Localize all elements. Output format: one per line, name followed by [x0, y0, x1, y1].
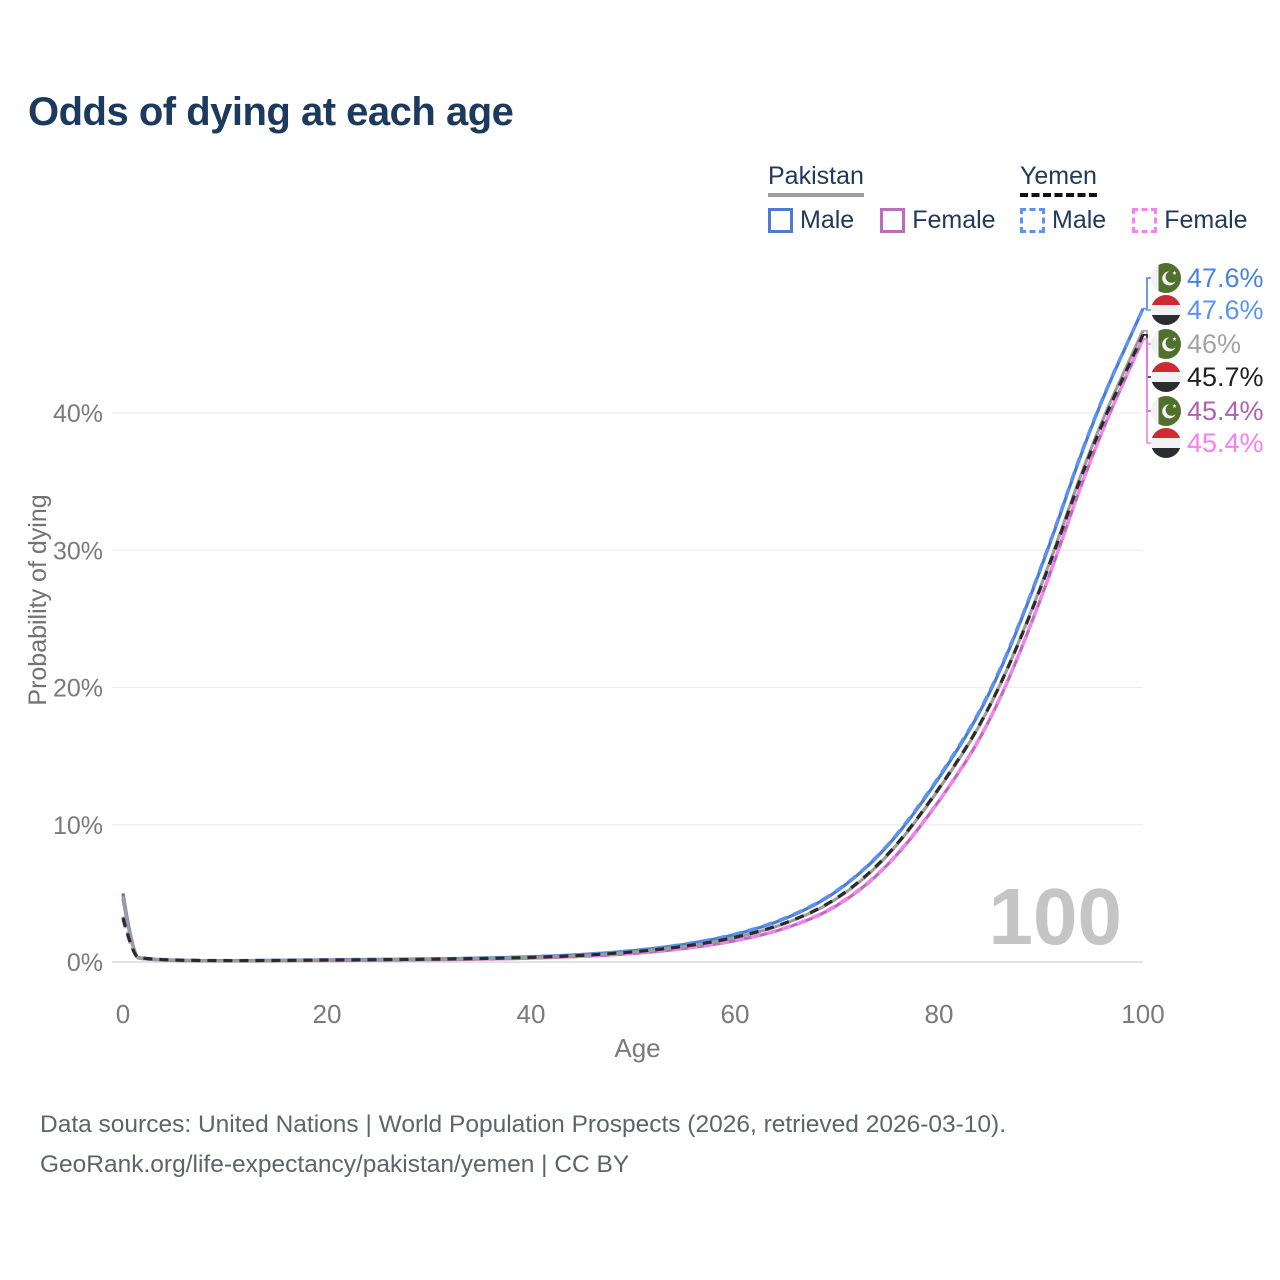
y-axis-title: Probability of dying [24, 494, 52, 705]
yemen-male-swatch-icon [1020, 208, 1045, 233]
attribution-link-text[interactable]: GeoRank.org/life-expectancy/pakistan/yem… [40, 1151, 630, 1178]
x-tick-label: 80 [925, 999, 954, 1029]
end-label-connector [1143, 307, 1151, 311]
pakistan-male-swatch-icon [768, 208, 793, 233]
age-watermark: 100 [989, 872, 1122, 961]
yemen-female-swatch-icon [1132, 208, 1158, 233]
series-line-yemen-female[interactable] [121, 338, 1145, 963]
legend-item-pakistan-male[interactable]: Male [768, 206, 854, 235]
legend-item-label: Female [1164, 206, 1248, 234]
x-tick-label: 20 [313, 999, 342, 1029]
y-tick-label: 20% [53, 675, 103, 703]
x-tick-label: 0 [116, 999, 130, 1029]
legend-items-yemen: Male Female [1020, 206, 1248, 235]
y-tick-label: 0% [67, 949, 103, 977]
x-tick-label: 60 [721, 999, 750, 1029]
legend-item-label: Male [1052, 206, 1107, 234]
pakistan-female-swatch-icon [880, 208, 906, 233]
legend-item-label: Male [800, 206, 855, 234]
legend-item-yemen-male[interactable]: Male [1020, 206, 1106, 235]
series-line-yemen-total[interactable] [121, 334, 1145, 963]
legend-group-title-yemen[interactable]: Yemen [1020, 162, 1097, 197]
y-tick-label: 30% [53, 537, 103, 565]
series-line-pakistan-male[interactable] [121, 308, 1145, 963]
page-title: Odds of dying at each age [28, 90, 514, 134]
series-line-yemen-male[interactable] [121, 308, 1145, 963]
legend-items-pakistan: Male Female [768, 206, 996, 235]
footer: Data sources: United Nations | World Pop… [40, 1105, 1006, 1185]
series-line-pakistan-total[interactable] [121, 329, 1145, 963]
x-tick-label: 40 [517, 999, 546, 1029]
x-axis-title: Age [614, 1033, 660, 1063]
legend-item-yemen-female[interactable]: Female [1132, 206, 1248, 235]
y-tick-label: 10% [53, 812, 103, 840]
legend-group-title-pakistan[interactable]: Pakistan [768, 162, 864, 197]
legend-group-yemen: Yemen Male Female [1020, 162, 1248, 235]
legend-group-pakistan: Pakistan Male Female [768, 162, 996, 235]
legend-item-label: Female [912, 206, 996, 234]
series-line-pakistan-female[interactable] [121, 338, 1145, 963]
data-sources-text: Data sources: United Nations | World Pop… [40, 1111, 1007, 1138]
end-label-connector [1143, 338, 1151, 444]
end-label-connector [1143, 277, 1151, 310]
legend-item-pakistan-female[interactable]: Female [880, 206, 996, 235]
y-tick-label: 40% [53, 400, 103, 428]
x-tick-label: 100 [1121, 999, 1164, 1029]
